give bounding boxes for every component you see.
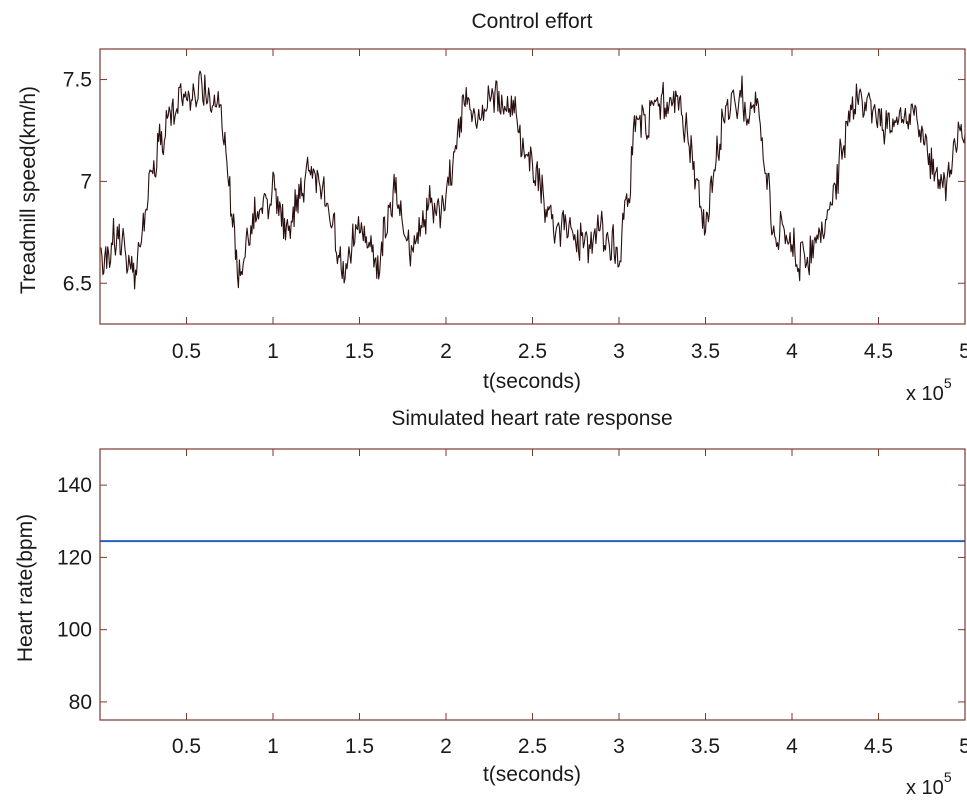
x-tick-label: 1 (267, 735, 279, 758)
x-tick-label: 0.5 (172, 735, 201, 758)
x-tick-label: 3.5 (691, 735, 720, 758)
y-axis-label: Treadmill speed(km/h) (17, 86, 40, 294)
x-tick-label: 4 (786, 735, 798, 758)
x-tick-label: 2.5 (518, 735, 547, 758)
x-axis-label: t(seconds) (483, 763, 581, 786)
plot-area (99, 70, 966, 290)
y-tick-label: 6.5 (63, 272, 92, 295)
y-tick-label: 7.5 (63, 69, 92, 92)
x-tick-label: 1 (267, 340, 279, 363)
y-tick-label: 80 (69, 691, 92, 714)
chart-control-effort: Control effort Treadmill speed(km/h) 0.5… (17, 10, 967, 405)
y-tick-label: 140 (57, 474, 92, 497)
x-axis-exponent: x 105 (906, 769, 952, 799)
y-tick-label: 7 (80, 170, 92, 193)
x-tick-label: 0.5 (172, 340, 201, 363)
x-axis-exponent: x 105 (906, 375, 952, 405)
x-tick-label: 5 (959, 735, 967, 758)
x-axis-label: t(seconds) (483, 370, 581, 393)
x-tick-label: 5 (959, 340, 967, 363)
y-tick-label: 120 (57, 546, 92, 569)
series-line (99, 70, 966, 290)
y-tick-label: 100 (57, 619, 92, 642)
x-tick-label: 1.5 (345, 735, 374, 758)
x-tick-label: 4 (786, 340, 798, 363)
x-tick-label: 2.5 (518, 340, 547, 363)
axis-ticks: 0.5 1 1.5 2 2.5 3 3.5 4 4.5 5 80 100 120 140 (57, 449, 967, 758)
x-tick-label: 1.5 (345, 340, 374, 363)
x-tick-label: 3.5 (691, 340, 720, 363)
chart-heart-rate: Simulated heart rate response Heart rate… (14, 407, 967, 799)
chart-title: Control effort (471, 10, 592, 33)
x-tick-label: 4.5 (864, 340, 893, 363)
x-tick-label: 3 (613, 735, 625, 758)
axis-ticks: 0.5 1 1.5 2 2.5 3 3.5 4 4.5 5 6.5 7 7.5 (63, 49, 967, 363)
x-tick-label: 2 (440, 735, 452, 758)
x-tick-label: 2 (440, 340, 452, 363)
plot-frame (99, 448, 966, 721)
x-tick-label: 4.5 (864, 735, 893, 758)
y-axis-label: Heart rate(bpm) (14, 514, 37, 662)
x-tick-label: 3 (613, 340, 625, 363)
chart-title: Simulated heart rate response (391, 407, 672, 430)
